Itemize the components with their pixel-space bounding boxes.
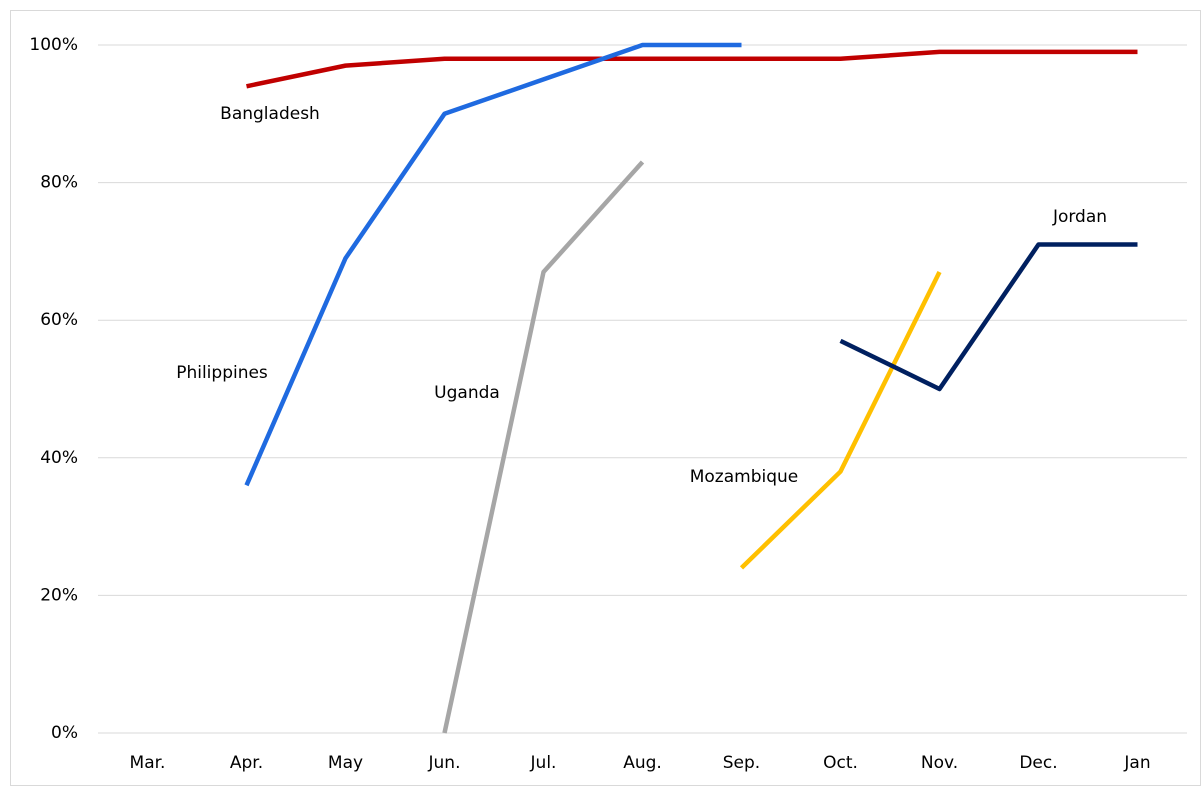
- y-tick-label: 20%: [40, 585, 78, 605]
- x-tick-label: Jul.: [530, 753, 557, 773]
- series-line: [442, 160, 645, 734]
- series-line: [839, 242, 1138, 392]
- x-tick-label: Jun.: [428, 753, 461, 773]
- series-line: [244, 42, 742, 487]
- series-label: Mozambique: [690, 467, 799, 487]
- series-label: Uganda: [434, 383, 500, 403]
- chart-frame: [10, 10, 1201, 786]
- y-tick-label: 80%: [40, 173, 78, 193]
- series-label: Bangladesh: [220, 104, 320, 124]
- x-tick-label: Mar.: [130, 753, 166, 773]
- series-line: [739, 271, 942, 570]
- x-tick-label: May: [328, 753, 363, 773]
- x-tick-label: Nov.: [921, 753, 958, 773]
- series-label: Philippines: [176, 363, 268, 383]
- x-tick-label: Sep.: [723, 753, 760, 773]
- y-tick-label: 0%: [51, 723, 78, 743]
- series-label: Jordan: [1052, 207, 1107, 227]
- x-tick-label: Aug.: [623, 753, 662, 773]
- y-tick-label: 40%: [40, 448, 78, 468]
- y-tick-label: 60%: [40, 310, 78, 330]
- series-line: [246, 49, 1138, 89]
- x-tick-label: Oct.: [823, 753, 858, 773]
- x-tick-label: Dec.: [1019, 753, 1057, 773]
- x-tick-label: Jan: [1123, 753, 1150, 773]
- x-tick-label: Apr.: [230, 753, 263, 773]
- y-tick-label: 100%: [29, 35, 78, 55]
